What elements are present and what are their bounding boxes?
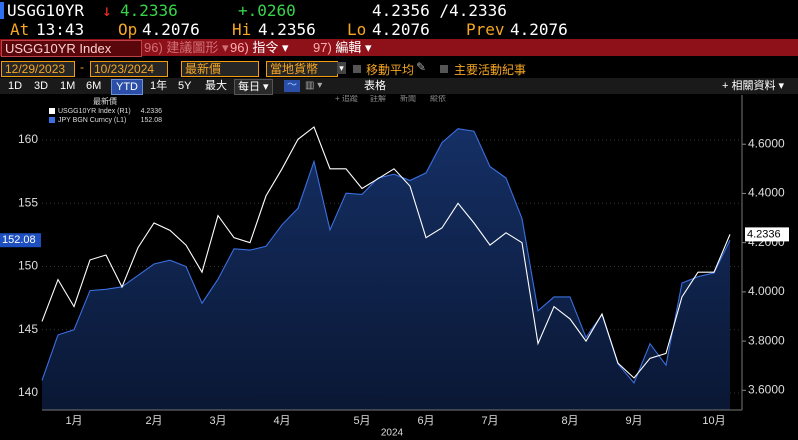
date-sep: - (80, 60, 84, 74)
period[interactable]: 1年 (150, 80, 168, 92)
legend-value: 4.2336 (141, 108, 163, 115)
field-select[interactable]: 最新價 (181, 61, 259, 77)
x-tick-label: 6月 (417, 415, 434, 427)
y2-tick-label: 3.8000 (748, 333, 785, 347)
moving-average[interactable]: 移動平均 (366, 63, 415, 77)
menu[interactable]: 96) 指令 ▾ (230, 40, 289, 55)
x-axis-label: 2024 (381, 428, 404, 439)
last-value: 4.2336 (747, 228, 781, 240)
events[interactable]: 主要活動紀事 (454, 63, 527, 77)
x-tick-label: 2月 (145, 415, 162, 427)
x-tick-label: 8月 (561, 415, 578, 427)
end-date[interactable]: 10/23/2024 (90, 61, 168, 77)
dropdown-arrow[interactable]: ▾ (337, 62, 346, 74)
legend-value: 152.08 (141, 117, 163, 124)
security-input[interactable]: USGG10YR Index (1, 40, 142, 57)
x-tick-label: 9月 (625, 415, 642, 427)
range-bar (0, 78, 798, 94)
stat-label: Op (118, 20, 138, 39)
series-line (41, 126, 731, 379)
stat-value: 4.2076 (142, 20, 200, 39)
menu-label: 編輯 (335, 40, 362, 55)
y-tick-label: 140 (18, 385, 38, 399)
chart-icon[interactable]: 〜 (284, 80, 300, 92)
stat-label: Prev (466, 20, 505, 39)
stat-label: Lo (347, 20, 367, 39)
chart-tool[interactable]: 新聞 (400, 95, 416, 103)
menu[interactable]: 96) 建議圖形 ▾ (144, 40, 229, 55)
change: +.0260 (238, 1, 296, 20)
bid-ask: 4.2356 /4.2336 (372, 1, 507, 20)
y2-tick-label: 3.6000 (748, 382, 785, 396)
ticker: USGG10YR (7, 1, 85, 20)
x-tick-label: 10月 (702, 415, 725, 427)
menu-label: 指令 (252, 40, 279, 55)
currency-select[interactable]: 當地貨幣 (266, 61, 338, 77)
period[interactable]: 1M (60, 80, 76, 92)
period[interactable]: 6M (86, 80, 102, 92)
chart-tool[interactable]: + 追蹤 (335, 95, 358, 103)
x-tick-label: 5月 (353, 415, 370, 427)
y-tick-label: 155 (18, 195, 38, 209)
start-date[interactable]: 12/29/2023 (1, 61, 75, 77)
period-active[interactable]: YTD (111, 79, 143, 95)
y-tick-label: 150 (18, 259, 38, 273)
legend-swatch (49, 117, 55, 123)
series-area (42, 128, 730, 410)
y2-tick-label: 4.6000 (748, 136, 785, 150)
period[interactable]: 最大 (205, 80, 227, 92)
checkbox[interactable] (353, 65, 361, 73)
stat-value: 13:43 (36, 20, 85, 39)
legend-title: 最新價 (93, 96, 117, 106)
x-tick-label: 7月 (481, 415, 498, 427)
last-value-box (0, 233, 41, 248)
y2-tick-label: 4.0000 (748, 284, 785, 298)
last-value: 152.08 (2, 234, 36, 246)
arrow: ↓ (102, 1, 112, 20)
menu-num: 96) (230, 40, 249, 55)
y-tick-label: 160 (18, 132, 38, 146)
stat-value: 4.2076 (510, 20, 568, 39)
menu-num: 96) (144, 40, 163, 55)
chart-tool[interactable]: 註解 (370, 95, 386, 103)
menu-num: 97) (313, 40, 332, 55)
checkbox[interactable] (440, 65, 448, 73)
pencil-icon[interactable]: ✎ (416, 60, 427, 74)
period[interactable]: 5Y (178, 80, 192, 92)
menu[interactable]: 97) 編輯 ▾ (313, 40, 372, 55)
x-tick-label: 3月 (209, 415, 226, 427)
period[interactable]: 3D (34, 80, 49, 92)
related[interactable]: + 相關資料 ▾ (722, 80, 785, 92)
related-label: + 相關資料 (722, 80, 776, 92)
chart: + 追蹤 註解 新聞 縱依 140 145 150 155 160 3.6000 3.8000 4.0… (0, 95, 789, 439)
legend-entry: USGG10YR Index (R1) (58, 108, 131, 115)
stat-label: At (10, 20, 30, 39)
y-tick-label: 145 (18, 322, 38, 336)
chart-tool[interactable]: 縱依 (430, 95, 446, 103)
last: 4.2336 (120, 1, 178, 20)
last-value-box (745, 227, 789, 242)
x-tick-label: 4月 (273, 415, 290, 427)
stat-value: 4.2356 (258, 20, 316, 39)
legend: 最新價 USGG10YR Index (R1) 4.2336 JPY BGN Curn… (46, 96, 164, 127)
frequency[interactable]: 每日 ▾ (234, 79, 273, 95)
chart-icon[interactable]: ▥ ▾ (305, 80, 323, 91)
legend-box (46, 98, 164, 127)
stat-value: 4.2076 (372, 20, 430, 39)
x-tick-label: 1月 (65, 415, 82, 427)
command-bar (0, 39, 798, 56)
menu-label: 建議圖形 (166, 40, 219, 55)
legend-swatch (49, 108, 55, 114)
legend-entry: JPY BGN Curncy (L1) (58, 117, 126, 124)
table-button[interactable]: 表格 (364, 80, 386, 92)
period[interactable]: 1D (8, 80, 23, 92)
y2-tick-label: 4.4000 (748, 186, 785, 200)
frequency-label: 每日 (238, 81, 260, 93)
ticker-marker (0, 2, 4, 19)
stat-label: Hi (232, 20, 252, 39)
